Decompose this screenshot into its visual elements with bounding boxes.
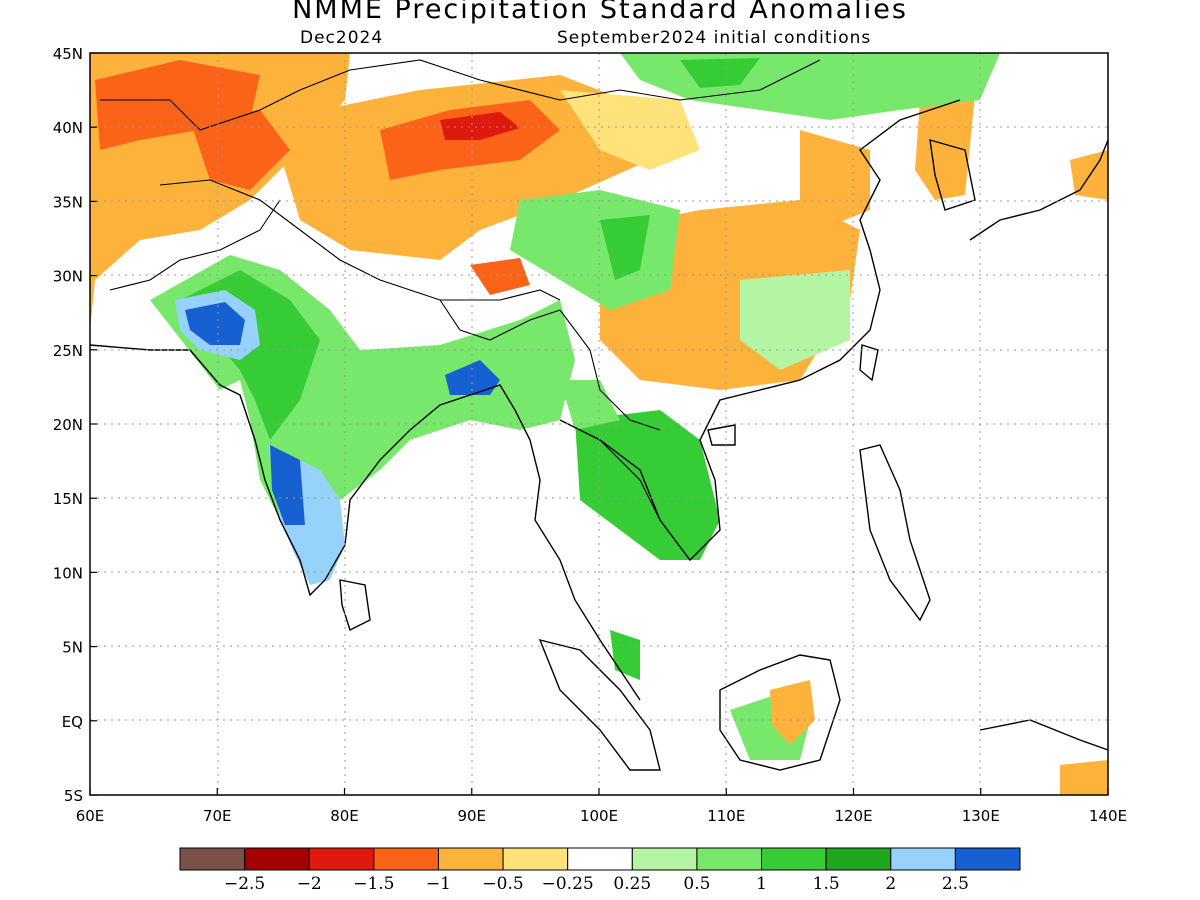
lat-label: 10N (53, 564, 83, 582)
lat-label: 30N (53, 268, 83, 286)
coastlines (90, 99, 1108, 771)
lat-label: 5S (64, 787, 83, 805)
colorbar-swatch (502, 847, 569, 871)
dry-region-north-china (800, 130, 870, 230)
lon-label: 140E (1089, 807, 1127, 825)
lat-lon-grid (90, 53, 1108, 795)
colorbar-label: −2 (297, 874, 322, 894)
dry-region-new-guinea (1060, 760, 1108, 795)
drier-region-tibet-south (470, 258, 530, 295)
very-wet-region-bengal (445, 360, 500, 395)
colorbar-swatch (696, 847, 763, 871)
colorbar-swatch (631, 847, 698, 871)
driest-region-tarim (440, 112, 520, 140)
colorbar-swatch (761, 847, 827, 871)
coast-borneo (719, 654, 841, 771)
coast-sumatra (538, 638, 661, 771)
colorbar-label: −1.5 (353, 874, 394, 894)
colorbar-label: −0.25 (542, 874, 594, 894)
colorbar-label: 0.25 (613, 874, 651, 894)
dry-region-korea (915, 95, 975, 200)
colorbar-label: 2 (885, 874, 896, 894)
colorbar-label: 0.5 (683, 874, 710, 894)
wet-region-qinghai (510, 190, 680, 310)
lat-label: 45N (53, 45, 83, 63)
lon-label: 60E (76, 807, 105, 825)
axis-ticks (89, 52, 1109, 796)
valid-month-label: Dec2024 (300, 28, 384, 48)
coast-japan (969, 139, 1108, 241)
lon-label: 110E (707, 807, 745, 825)
lon-label: 80E (330, 807, 359, 825)
longitude-labels: 60E 70E 80E 90E 100E 110E 120E 130E 140E (76, 807, 1127, 825)
lat-label: 20N (53, 416, 83, 434)
colorbar (179, 847, 1021, 871)
colorbar-swatch (954, 847, 1021, 871)
colorbar-labels: −2.5 −2 −1.5 −1 −0.5 −0.25 0.25 0.5 1 1.5 2 2.5 (224, 874, 969, 894)
drier-region-kazakh (95, 60, 260, 150)
lat-label: EQ (62, 713, 83, 731)
colorbar-label: 1.5 (813, 874, 840, 894)
colorbar-label: 2.5 (942, 874, 969, 894)
lat-label: 15N (53, 490, 83, 508)
lat-label: 25N (53, 342, 83, 360)
lon-label: 130E (962, 807, 1000, 825)
colorbar-swatch (244, 847, 310, 871)
colorbar-swatch (308, 847, 375, 871)
map-title: NMME Precipitation Standard Anomalies (292, 0, 908, 25)
coast-philippines (859, 444, 931, 622)
colorbar-label: −2.5 (224, 874, 265, 894)
latitude-labels: 45N 40N 35N 30N 25N 20N 15N 10N 5N EQ 5S (53, 45, 83, 805)
lon-label: 120E (834, 807, 872, 825)
wet-region-indochina (575, 410, 720, 560)
coast-new-guinea (979, 719, 1108, 751)
coast-indochina (559, 389, 761, 562)
coast-korea (929, 139, 976, 211)
coast-india (90, 344, 641, 701)
wet-region-yangtze (740, 270, 850, 370)
country-borders (100, 59, 821, 521)
lon-label: 100E (580, 807, 618, 825)
colorbar-swatch (567, 847, 633, 871)
colorbar-label: −1 (426, 874, 451, 894)
coast-china (759, 99, 961, 391)
lon-label: 70E (203, 807, 232, 825)
very-wet-region-pakistan-core (185, 302, 245, 345)
colorbar-swatch (179, 847, 246, 871)
very-wet-region-deccan-core (270, 445, 305, 525)
colorbar-swatch (373, 847, 439, 871)
wet-region-sumatra (610, 630, 640, 680)
drier-region-afghan (190, 110, 290, 190)
anomaly-field (90, 53, 1108, 795)
wet-region-qinghai-core (600, 215, 650, 280)
lat-label: 5N (62, 639, 83, 657)
lat-label: 35N (53, 193, 83, 211)
coast-taiwan (859, 344, 879, 382)
wet-region-mongolia-core (680, 58, 760, 88)
colorbar-label: −0.5 (482, 874, 523, 894)
dry-region-borneo (770, 680, 815, 745)
colorbar-swatch (825, 847, 892, 871)
yellow-region-mongolia (560, 90, 700, 170)
colorbar-swatch (437, 847, 504, 871)
initial-conditions-label: September2024 initial conditions (557, 28, 872, 48)
colorbar-swatch (890, 847, 956, 871)
wet-region-indochina-edge (560, 380, 620, 430)
coast-srilanka (339, 579, 371, 631)
lat-label: 40N (53, 119, 83, 137)
colorbar-label: 1 (756, 874, 767, 894)
coast-hainan (707, 424, 736, 446)
lon-label: 90E (457, 807, 486, 825)
